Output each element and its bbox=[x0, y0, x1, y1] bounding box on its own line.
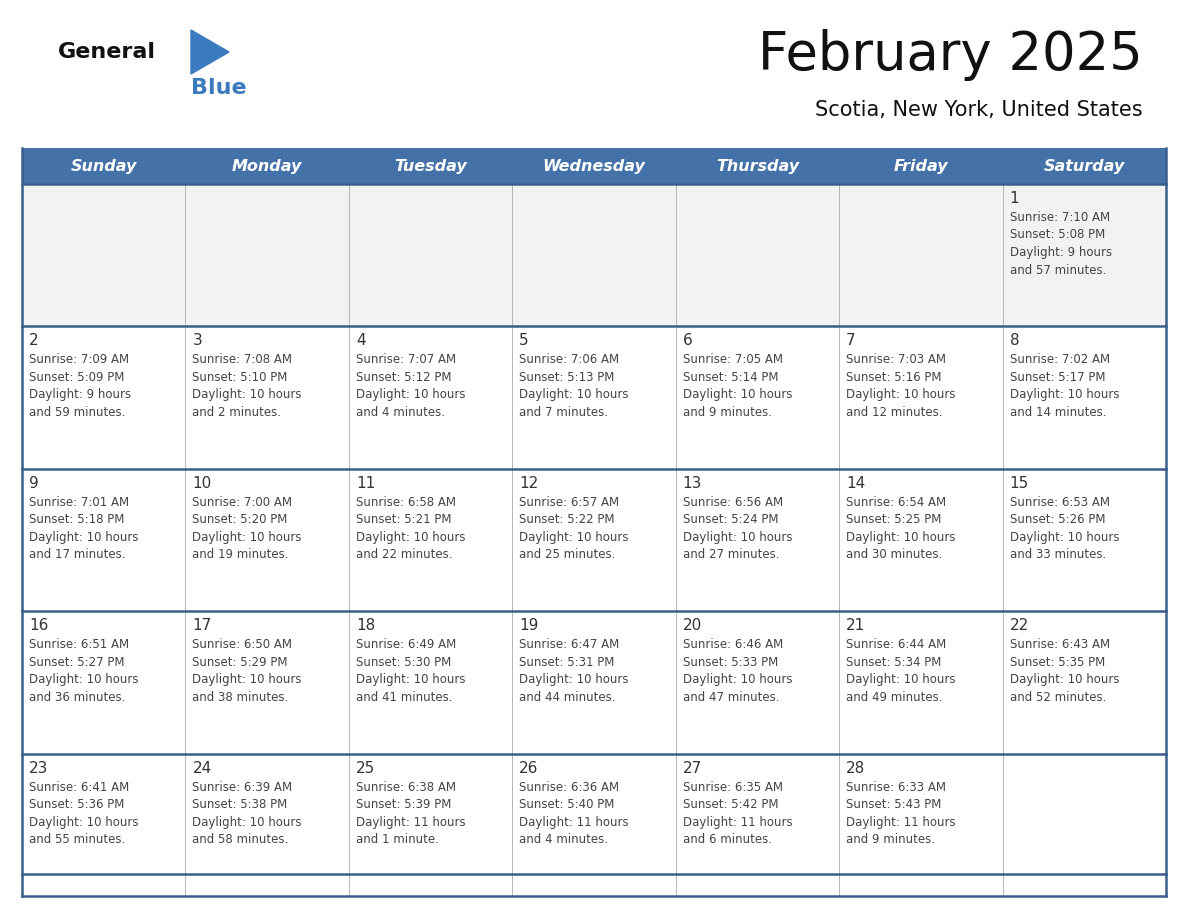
Bar bbox=[23, 184, 1165, 327]
Text: Sunrise: 6:46 AM
Sunset: 5:33 PM
Daylight: 10 hours
and 47 minutes.: Sunrise: 6:46 AM Sunset: 5:33 PM Dayligh… bbox=[683, 638, 792, 704]
Text: 25: 25 bbox=[356, 761, 375, 776]
Text: 23: 23 bbox=[29, 761, 49, 776]
Bar bbox=[23, 148, 1165, 184]
Text: 11: 11 bbox=[356, 476, 375, 491]
Text: Sunrise: 6:35 AM
Sunset: 5:42 PM
Daylight: 11 hours
and 6 minutes.: Sunrise: 6:35 AM Sunset: 5:42 PM Dayligh… bbox=[683, 780, 792, 846]
Text: 14: 14 bbox=[846, 476, 865, 491]
Text: Sunrise: 7:06 AM
Sunset: 5:13 PM
Daylight: 10 hours
and 7 minutes.: Sunrise: 7:06 AM Sunset: 5:13 PM Dayligh… bbox=[519, 353, 628, 419]
Text: 19: 19 bbox=[519, 618, 538, 633]
Text: Sunrise: 7:02 AM
Sunset: 5:17 PM
Daylight: 10 hours
and 14 minutes.: Sunrise: 7:02 AM Sunset: 5:17 PM Dayligh… bbox=[1010, 353, 1119, 419]
Text: Sunrise: 6:36 AM
Sunset: 5:40 PM
Daylight: 11 hours
and 4 minutes.: Sunrise: 6:36 AM Sunset: 5:40 PM Dayligh… bbox=[519, 780, 628, 846]
Text: Blue: Blue bbox=[191, 78, 247, 98]
Text: Sunrise: 6:51 AM
Sunset: 5:27 PM
Daylight: 10 hours
and 36 minutes.: Sunrise: 6:51 AM Sunset: 5:27 PM Dayligh… bbox=[29, 638, 139, 704]
Text: 13: 13 bbox=[683, 476, 702, 491]
Text: Sunrise: 6:43 AM
Sunset: 5:35 PM
Daylight: 10 hours
and 52 minutes.: Sunrise: 6:43 AM Sunset: 5:35 PM Dayligh… bbox=[1010, 638, 1119, 704]
Polygon shape bbox=[191, 30, 229, 74]
Text: 7: 7 bbox=[846, 333, 855, 349]
Text: 9: 9 bbox=[29, 476, 39, 491]
Text: 15: 15 bbox=[1010, 476, 1029, 491]
Text: General: General bbox=[58, 42, 156, 62]
Text: Sunrise: 6:53 AM
Sunset: 5:26 PM
Daylight: 10 hours
and 33 minutes.: Sunrise: 6:53 AM Sunset: 5:26 PM Dayligh… bbox=[1010, 496, 1119, 561]
Text: Sunrise: 6:50 AM
Sunset: 5:29 PM
Daylight: 10 hours
and 38 minutes.: Sunrise: 6:50 AM Sunset: 5:29 PM Dayligh… bbox=[192, 638, 302, 704]
Bar bbox=[23, 469, 1165, 611]
Text: 6: 6 bbox=[683, 333, 693, 349]
Text: 16: 16 bbox=[29, 618, 49, 633]
Text: Sunrise: 7:07 AM
Sunset: 5:12 PM
Daylight: 10 hours
and 4 minutes.: Sunrise: 7:07 AM Sunset: 5:12 PM Dayligh… bbox=[356, 353, 466, 419]
Text: Sunrise: 7:08 AM
Sunset: 5:10 PM
Daylight: 10 hours
and 2 minutes.: Sunrise: 7:08 AM Sunset: 5:10 PM Dayligh… bbox=[192, 353, 302, 419]
Text: 10: 10 bbox=[192, 476, 211, 491]
Text: Sunrise: 6:44 AM
Sunset: 5:34 PM
Daylight: 10 hours
and 49 minutes.: Sunrise: 6:44 AM Sunset: 5:34 PM Dayligh… bbox=[846, 638, 955, 704]
Text: Sunrise: 6:57 AM
Sunset: 5:22 PM
Daylight: 10 hours
and 25 minutes.: Sunrise: 6:57 AM Sunset: 5:22 PM Dayligh… bbox=[519, 496, 628, 561]
Text: Sunrise: 7:03 AM
Sunset: 5:16 PM
Daylight: 10 hours
and 12 minutes.: Sunrise: 7:03 AM Sunset: 5:16 PM Dayligh… bbox=[846, 353, 955, 419]
Text: 27: 27 bbox=[683, 761, 702, 776]
Text: 26: 26 bbox=[519, 761, 538, 776]
Text: Sunrise: 7:00 AM
Sunset: 5:20 PM
Daylight: 10 hours
and 19 minutes.: Sunrise: 7:00 AM Sunset: 5:20 PM Dayligh… bbox=[192, 496, 302, 561]
Text: Sunrise: 6:56 AM
Sunset: 5:24 PM
Daylight: 10 hours
and 27 minutes.: Sunrise: 6:56 AM Sunset: 5:24 PM Dayligh… bbox=[683, 496, 792, 561]
Text: Sunrise: 6:41 AM
Sunset: 5:36 PM
Daylight: 10 hours
and 55 minutes.: Sunrise: 6:41 AM Sunset: 5:36 PM Dayligh… bbox=[29, 780, 139, 846]
Text: Thursday: Thursday bbox=[716, 159, 800, 174]
Text: 4: 4 bbox=[356, 333, 366, 349]
Text: 21: 21 bbox=[846, 618, 865, 633]
Text: 17: 17 bbox=[192, 618, 211, 633]
Text: Monday: Monday bbox=[232, 159, 302, 174]
Text: 1: 1 bbox=[1010, 191, 1019, 206]
Text: Sunrise: 6:33 AM
Sunset: 5:43 PM
Daylight: 11 hours
and 9 minutes.: Sunrise: 6:33 AM Sunset: 5:43 PM Dayligh… bbox=[846, 780, 956, 846]
Text: Saturday: Saturday bbox=[1044, 159, 1125, 174]
Text: 12: 12 bbox=[519, 476, 538, 491]
Text: 5: 5 bbox=[519, 333, 529, 349]
Text: Friday: Friday bbox=[893, 159, 948, 174]
Text: 18: 18 bbox=[356, 618, 375, 633]
Text: 20: 20 bbox=[683, 618, 702, 633]
Text: February 2025: February 2025 bbox=[758, 29, 1143, 81]
Text: Sunday: Sunday bbox=[70, 159, 137, 174]
Text: 22: 22 bbox=[1010, 618, 1029, 633]
Text: Sunrise: 6:54 AM
Sunset: 5:25 PM
Daylight: 10 hours
and 30 minutes.: Sunrise: 6:54 AM Sunset: 5:25 PM Dayligh… bbox=[846, 496, 955, 561]
Text: 2: 2 bbox=[29, 333, 39, 349]
Text: Wednesday: Wednesday bbox=[543, 159, 645, 174]
Text: 3: 3 bbox=[192, 333, 202, 349]
Text: 28: 28 bbox=[846, 761, 865, 776]
Text: Sunrise: 6:38 AM
Sunset: 5:39 PM
Daylight: 11 hours
and 1 minute.: Sunrise: 6:38 AM Sunset: 5:39 PM Dayligh… bbox=[356, 780, 466, 846]
Text: Sunrise: 7:10 AM
Sunset: 5:08 PM
Daylight: 9 hours
and 57 minutes.: Sunrise: 7:10 AM Sunset: 5:08 PM Dayligh… bbox=[1010, 211, 1112, 276]
Text: Sunrise: 7:05 AM
Sunset: 5:14 PM
Daylight: 10 hours
and 9 minutes.: Sunrise: 7:05 AM Sunset: 5:14 PM Dayligh… bbox=[683, 353, 792, 419]
Bar bbox=[23, 327, 1165, 469]
Text: Sunrise: 6:58 AM
Sunset: 5:21 PM
Daylight: 10 hours
and 22 minutes.: Sunrise: 6:58 AM Sunset: 5:21 PM Dayligh… bbox=[356, 496, 466, 561]
Bar bbox=[23, 754, 1165, 896]
Bar bbox=[23, 611, 1165, 754]
Text: Scotia, New York, United States: Scotia, New York, United States bbox=[815, 100, 1143, 120]
Text: Sunrise: 7:09 AM
Sunset: 5:09 PM
Daylight: 9 hours
and 59 minutes.: Sunrise: 7:09 AM Sunset: 5:09 PM Dayligh… bbox=[29, 353, 131, 419]
Text: Sunrise: 6:49 AM
Sunset: 5:30 PM
Daylight: 10 hours
and 41 minutes.: Sunrise: 6:49 AM Sunset: 5:30 PM Dayligh… bbox=[356, 638, 466, 704]
Text: Tuesday: Tuesday bbox=[394, 159, 467, 174]
Text: Sunrise: 6:39 AM
Sunset: 5:38 PM
Daylight: 10 hours
and 58 minutes.: Sunrise: 6:39 AM Sunset: 5:38 PM Dayligh… bbox=[192, 780, 302, 846]
Text: 8: 8 bbox=[1010, 333, 1019, 349]
Text: Sunrise: 6:47 AM
Sunset: 5:31 PM
Daylight: 10 hours
and 44 minutes.: Sunrise: 6:47 AM Sunset: 5:31 PM Dayligh… bbox=[519, 638, 628, 704]
Text: Sunrise: 7:01 AM
Sunset: 5:18 PM
Daylight: 10 hours
and 17 minutes.: Sunrise: 7:01 AM Sunset: 5:18 PM Dayligh… bbox=[29, 496, 139, 561]
Text: 24: 24 bbox=[192, 761, 211, 776]
